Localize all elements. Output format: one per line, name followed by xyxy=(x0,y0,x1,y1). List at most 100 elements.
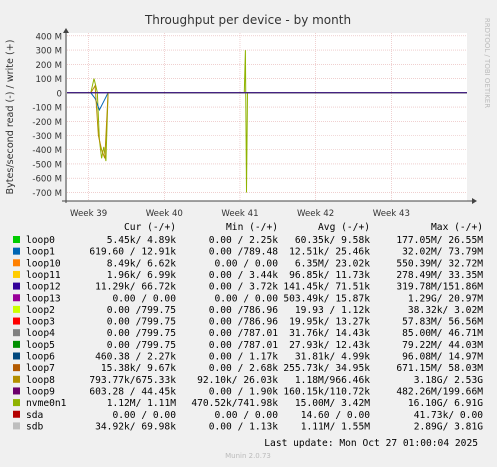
x-ticks: Week 39 Week 40 Week 41 Week 42 Week 43 xyxy=(70,209,410,219)
legend-swatch xyxy=(13,294,20,302)
legend-cur: 0.00 / 0.00 xyxy=(112,293,176,304)
legend-min: 0.00 /786.96 xyxy=(209,317,279,328)
legend-name: sda xyxy=(26,410,43,421)
legend-header: Max (-/+) xyxy=(431,222,483,233)
x-tick-label: Week 40 xyxy=(146,209,183,219)
legend-min: 0.00 / 0.00 xyxy=(214,410,278,421)
series-line-loop7 xyxy=(67,84,467,159)
y-tick-label: -100 M xyxy=(32,104,62,114)
legend-min: 0.00 /787.01 xyxy=(209,328,279,339)
legend-max: 2.89G/ 3.81G xyxy=(414,421,484,432)
legend-cur: 0.00 /799.75 xyxy=(107,340,176,351)
legend-min: 0.00 / 2.68k xyxy=(209,363,279,374)
legend-avg: 60.35k/ 9.58k xyxy=(295,235,370,246)
legend-name: loop13 xyxy=(26,293,61,304)
legend-name: loop11 xyxy=(26,270,61,281)
legend-swatch xyxy=(13,387,20,395)
legend-name: sdb xyxy=(26,421,44,432)
legend-min: 0.00 /789.48 xyxy=(209,247,279,258)
x-tick-label: Week 42 xyxy=(297,209,334,219)
y-tick-label: 100 M xyxy=(35,75,62,85)
legend-max: 85.00M/ 46.71M xyxy=(402,328,483,339)
last-update: Last update: Mon Oct 27 01:00:04 2025 xyxy=(264,438,478,449)
legend-avg: 255.73k/ 34.95k xyxy=(283,363,370,374)
legend-min: 0.00 / 1.90k xyxy=(209,386,279,397)
legend-swatch xyxy=(13,329,20,337)
legend-max: 177.05M/ 26.55M xyxy=(396,235,483,246)
legend-swatch xyxy=(13,410,20,418)
legend-max: 278.49M/ 33.35M xyxy=(396,270,483,281)
y-tick-label: -400 M xyxy=(32,146,62,156)
legend-swatch xyxy=(13,270,20,278)
y-tick-label: -600 M xyxy=(32,175,62,185)
legend-min: 0.00 / 0.00 xyxy=(214,293,278,304)
series-line-nvme0n1 xyxy=(67,50,467,193)
legend-cur: 1.12M/ 1.11M xyxy=(107,398,177,409)
legend-max: 32.02M/ 73.79M xyxy=(402,247,483,258)
legend-row-loop13: loop13 0.00 / 0.00 0.00 / 0.00 503.49k/ 15.… xyxy=(13,293,483,304)
legend-max: 319.78M/151.86M xyxy=(396,282,483,293)
y-tick-label: 0 xyxy=(57,89,62,99)
legend-max: 96.08M/ 14.97M xyxy=(402,352,483,363)
legend-header: Avg (-/+) xyxy=(318,222,370,233)
legend-row-loop0: loop0 5.45k/ 4.89k 0.00 / 2.25k 60.35k/ 9.5… xyxy=(13,235,483,246)
legend-max: 79.22M/ 44.03M xyxy=(402,340,483,351)
plot-area xyxy=(67,33,467,201)
legend-swatch xyxy=(13,247,20,255)
y-axis-label: Bytes/second read (-) / write (+) xyxy=(5,39,16,194)
series-lines xyxy=(67,50,467,193)
legend-name: loop1 xyxy=(26,247,55,258)
legend-max: 38.32k/ 3.02M xyxy=(408,305,483,316)
legend-swatch xyxy=(13,364,20,372)
legend-name: loop2 xyxy=(26,305,55,316)
legend-name: loop4 xyxy=(26,328,55,339)
y-ticks: 400 M 300 M 200 M 100 M 0 -100 M -200 M -300 M -… xyxy=(32,32,62,199)
y-tick-label: 300 M xyxy=(35,47,62,57)
legend-min: 0.00 /786.96 xyxy=(209,305,279,316)
legend-max: 482.26M/199.66M xyxy=(396,386,483,397)
legend-avg: 160.15k/110.72k xyxy=(283,386,370,397)
legend-swatch xyxy=(13,236,20,243)
legend-avg: 19.93 / 1.12k xyxy=(295,305,370,316)
legend-avg: 96.85k/ 11.73k xyxy=(289,270,370,281)
y-tick-label: -700 M xyxy=(32,189,62,199)
x-tick-label: Week 41 xyxy=(221,209,258,219)
legend-row-sdb: sdb 34.92k/ 69.98k 0.00 / 1.13k 1.11M/ 1.55… xyxy=(13,421,483,432)
legend-cur: 603.28 / 44.45k xyxy=(89,386,176,397)
legend-row-loop11: loop11 1.96k/ 6.99k 0.00 / 3.44k 96.85k/ 11… xyxy=(13,270,483,281)
legend-row-loop4: loop4 0.00 /799.75 0.00 /787.01 31.76k/ 14.… xyxy=(13,328,483,339)
legend-avg: 6.35M/ 23.02k xyxy=(295,258,370,269)
legend-swatch xyxy=(13,305,20,313)
legend-cur: 8.49k/ 6.62k xyxy=(107,258,177,269)
legend-max: 16.10G/ 6.91G xyxy=(408,398,483,409)
legend-cur: 460.38 / 2.27k xyxy=(95,352,176,363)
legend-row-sda: sda 0.00 / 0.00 0.00 / 0.00 14.60 / 0.00 41.… xyxy=(13,410,483,421)
legend-swatch xyxy=(13,352,20,360)
munin-version: Munin 2.0.73 xyxy=(225,452,271,460)
chart-title: Throughput per device - by month xyxy=(144,13,351,27)
legend-cur: 619.60 / 12.91k xyxy=(89,247,176,258)
y-axis-arrow xyxy=(63,28,69,33)
legend-name: loop6 xyxy=(26,352,55,363)
legend-cur: 0.00 / 0.00 xyxy=(112,410,176,421)
legend-row-loop12: loop12 11.29k/ 66.72k 0.00 / 3.72k 141.45k/… xyxy=(13,282,483,293)
legend-avg: 27.93k/ 12.43k xyxy=(289,340,370,351)
legend-row-loop1: loop1 619.60 / 12.91k 0.00 /789.48 12.51k/ … xyxy=(13,247,483,258)
legend-name: loop5 xyxy=(26,340,55,351)
legend-name: loop7 xyxy=(26,363,55,374)
legend-cur: 0.00 /799.75 xyxy=(107,317,176,328)
legend-max: 1.29G/ 20.97M xyxy=(408,293,483,304)
legend-row-loop8: loop8 793.77k/675.33k 92.10k/ 26.03k 1.18M/… xyxy=(13,375,483,386)
legend-avg: 15.00M/ 3.42M xyxy=(295,398,370,409)
legend-name: loop10 xyxy=(26,258,61,269)
legend-name: loop3 xyxy=(26,317,55,328)
legend-avg: 141.45k/ 71.51k xyxy=(283,282,370,293)
legend: loop0 5.45k/ 4.89k 0.00 / 2.25k 60.35k/ 9.5… xyxy=(13,235,483,432)
legend-min: 0.00 / 2.25k xyxy=(209,235,279,246)
legend-row-loop9: loop9 603.28 / 44.45k 0.00 / 1.90k 160.15k/… xyxy=(13,386,483,397)
legend-row-loop6: loop6 460.38 / 2.27k 0.00 / 1.17k 31.81k/ 4… xyxy=(13,352,483,363)
legend-min: 0.00 /787.01 xyxy=(209,340,279,351)
legend-name: loop12 xyxy=(26,282,61,293)
legend-min: 470.52k/741.98k xyxy=(191,398,278,409)
legend-cur: 1.96k/ 6.99k xyxy=(107,270,177,281)
